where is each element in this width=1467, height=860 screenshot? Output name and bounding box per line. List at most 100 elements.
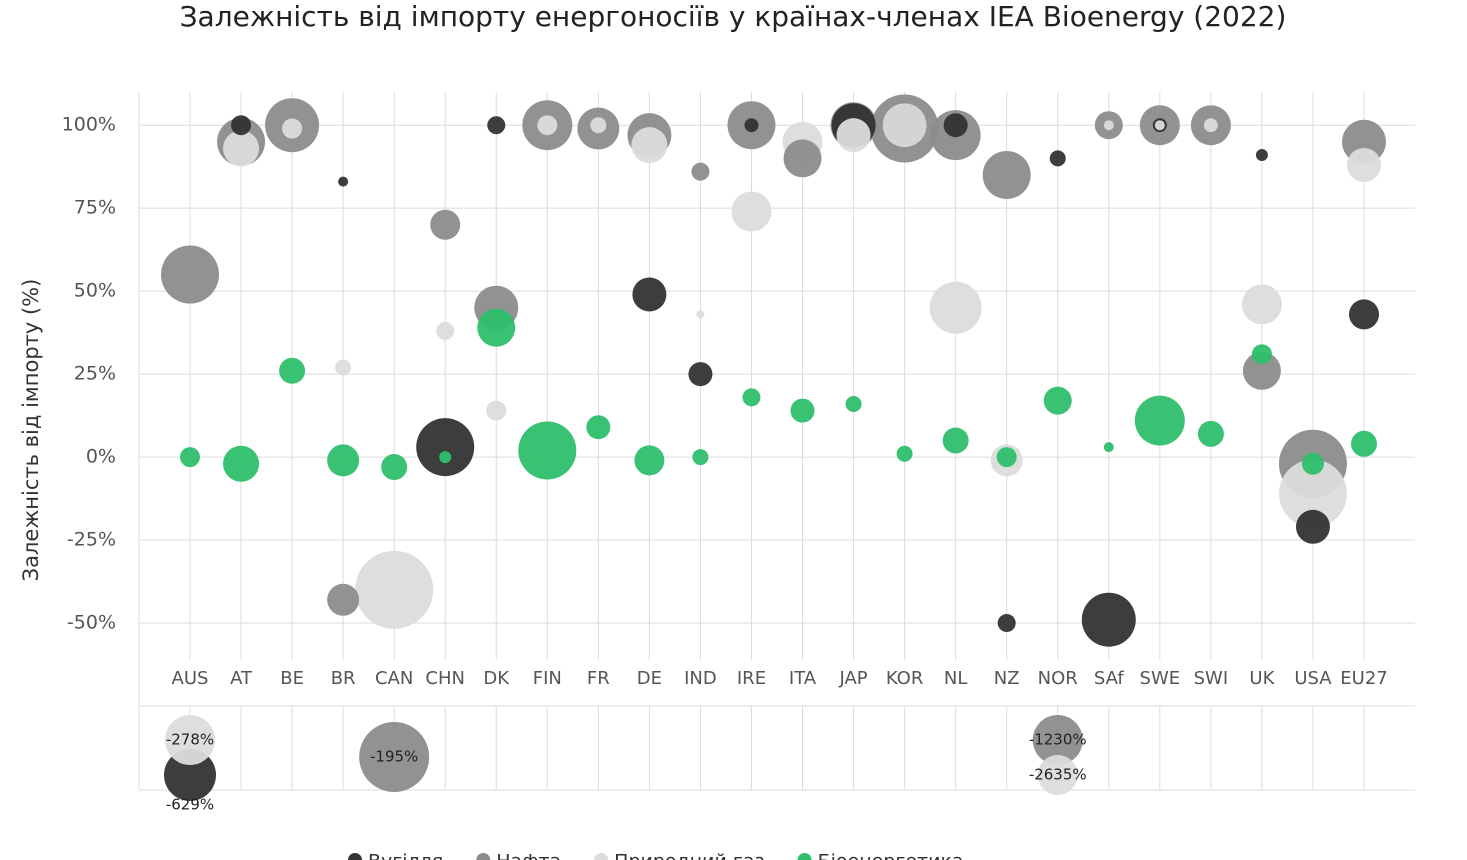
bubble [783, 139, 822, 178]
bubble [487, 116, 506, 135]
bubble [518, 421, 577, 480]
bubble [1134, 395, 1185, 446]
bubble [327, 583, 360, 616]
x-tick-label: IRE [737, 668, 766, 689]
bubble [1349, 299, 1379, 330]
legend-label: Біоенергетика [818, 851, 964, 860]
bubble [223, 130, 260, 167]
bubble [634, 445, 665, 476]
x-tick-label: NZ [994, 668, 1020, 689]
bubble [164, 749, 216, 801]
bubble [1251, 344, 1272, 365]
bubble [896, 445, 913, 462]
x-tick-label: ITA [789, 668, 817, 689]
legend-label: Природний газ [614, 851, 764, 860]
x-tick-label: BE [280, 668, 304, 689]
x-tick-label: DE [637, 668, 662, 689]
bubble [1203, 118, 1218, 133]
x-tick-label: NOR [1038, 668, 1078, 689]
y-tick-label: 50% [74, 280, 116, 302]
legend-marker [594, 853, 609, 860]
chart-title: Залежність від імпорту енергоносіїв у кр… [180, 0, 1287, 33]
bubble [586, 415, 611, 440]
x-tick-label: BR [331, 668, 356, 689]
y-tick-label: 75% [74, 197, 116, 219]
bubble [1103, 442, 1114, 453]
bubble [929, 281, 982, 334]
bubble [477, 308, 516, 347]
legend-marker [476, 853, 491, 860]
data-label: -1230% [1029, 731, 1087, 749]
bubble [1295, 509, 1330, 544]
data-label: -278% [166, 731, 214, 749]
bubble [882, 103, 927, 148]
bubble [161, 245, 219, 304]
bubble [436, 321, 455, 340]
bubble [279, 357, 306, 384]
x-tick-label: SWE [1140, 668, 1181, 689]
bubble [632, 277, 667, 312]
bubble [997, 614, 1016, 633]
bubble [223, 445, 260, 482]
y-tick-label: -25% [67, 529, 116, 551]
bubble [696, 310, 705, 319]
bubble [355, 550, 434, 629]
bubble [982, 150, 1031, 199]
bubble [439, 451, 452, 464]
bubble [845, 395, 862, 412]
bubble [631, 127, 668, 164]
x-tick-label: JAP [838, 668, 867, 689]
bubble [359, 722, 430, 792]
bubble [1347, 148, 1381, 183]
bubble [836, 118, 871, 153]
bubble [282, 118, 303, 139]
bubble [1255, 149, 1268, 162]
bubble [1037, 755, 1078, 795]
bubble [1197, 420, 1224, 447]
bubble [165, 715, 215, 765]
y-tick-label: 0% [86, 446, 116, 468]
legend-marker [348, 853, 362, 860]
legend-label: Нафта [496, 851, 561, 860]
y-tick-label: 100% [62, 114, 116, 136]
bubble [1081, 592, 1136, 647]
bubble [430, 209, 461, 240]
data-label: -2635% [1029, 766, 1087, 784]
bubble [381, 454, 408, 481]
bubble [180, 447, 200, 468]
legend-marker [797, 853, 812, 860]
bubble [1032, 715, 1083, 765]
bubble [590, 117, 607, 134]
bubble [335, 359, 352, 376]
bubble [1103, 120, 1114, 131]
bubble [692, 449, 709, 466]
bubble [1351, 430, 1377, 457]
x-tick-label: AUS [172, 668, 209, 689]
x-tick-label: EU27 [1340, 668, 1387, 689]
bubble [327, 444, 360, 477]
x-tick-label: AT [230, 668, 253, 689]
bubble [691, 162, 710, 181]
bubble [486, 400, 507, 421]
bubble [338, 176, 349, 187]
bubble [416, 418, 475, 477]
legend-label: Вугілля [368, 851, 443, 860]
bubble [744, 118, 759, 133]
y-tick-label: 25% [74, 363, 116, 385]
bubble [1241, 284, 1282, 325]
x-tick-label: NL [944, 668, 968, 689]
x-tick-label: SAf [1094, 668, 1124, 689]
bubble [688, 362, 713, 387]
bubble [231, 115, 252, 136]
x-tick-label: IND [684, 668, 717, 689]
bubble [731, 191, 772, 232]
x-tick-label: CHN [425, 668, 465, 689]
x-tick-label: USA [1294, 668, 1332, 689]
x-tick-label: KOR [886, 668, 924, 689]
x-tick-label: SWI [1194, 668, 1229, 689]
data-label: -195% [370, 748, 418, 766]
x-tick-label: UK [1249, 668, 1275, 689]
bubble [1278, 459, 1347, 528]
